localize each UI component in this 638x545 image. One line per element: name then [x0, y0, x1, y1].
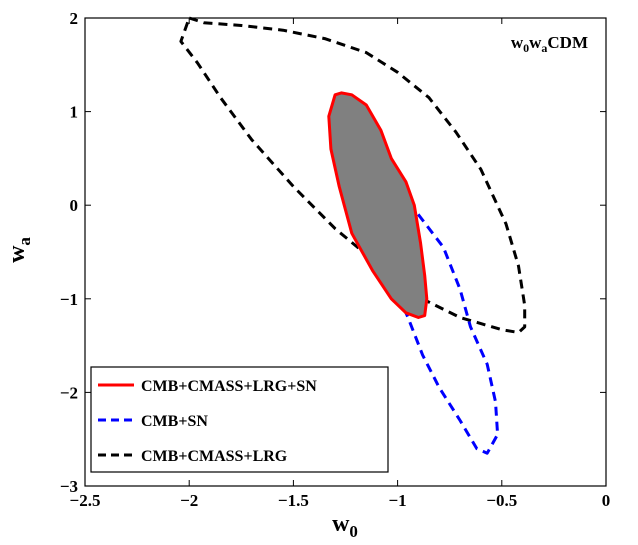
x-axis-label: w0 [332, 511, 358, 541]
y-axis-label-main: w [4, 245, 30, 263]
y-tick-label: 1 [70, 103, 79, 122]
y-tick-label: 2 [70, 9, 79, 28]
legend: CMB+CMASS+LRG+SN CMB+SN CMB+CMASS+LRG [90, 366, 389, 473]
x-tick-label: −1.5 [278, 491, 309, 510]
x-tick-label: −0.5 [486, 491, 517, 510]
x-tick-label: −2 [180, 491, 198, 510]
x-tick-label: −2.5 [70, 491, 101, 510]
x-axis-label-sub: 0 [349, 522, 358, 541]
legend-label-0: CMB+CMASS+LRG+SN [141, 378, 317, 395]
y-axis-label: wa [4, 237, 34, 263]
y-tick-label: −3 [60, 477, 78, 496]
plot-frame [84, 17, 607, 487]
legend-box [90, 366, 389, 473]
x-axis-label-main: w [332, 511, 350, 537]
contour-cmb-cmass-lrg-sn [327, 91, 429, 319]
annotation-part: w [529, 33, 542, 52]
legend-label-2: CMB+CMASS+LRG [141, 448, 288, 465]
annotation-part: 0 [523, 41, 529, 55]
y-tick-label: −2 [60, 383, 78, 402]
x-tick-label: −1 [389, 491, 407, 510]
y-tick-label: 0 [70, 196, 79, 215]
legend-label-1: CMB+SN [141, 413, 208, 430]
annotation-part: w [511, 33, 524, 52]
y-axis-label-sub: a [15, 237, 34, 246]
x-tick-label: 0 [602, 491, 611, 510]
contour-layer [179, 16, 527, 455]
model-annotation: w0waCDM [511, 33, 588, 55]
annotation-part: CDM [547, 33, 588, 52]
annotation-part: a [541, 41, 547, 55]
tick-layer: −2.5 −2 −1.5 −1 −0.5 0 −3 −2 −1 0 1 2 [60, 9, 610, 510]
contour-cmb-cmass-lrg [179, 16, 527, 334]
y-tick-label: −1 [60, 290, 78, 309]
